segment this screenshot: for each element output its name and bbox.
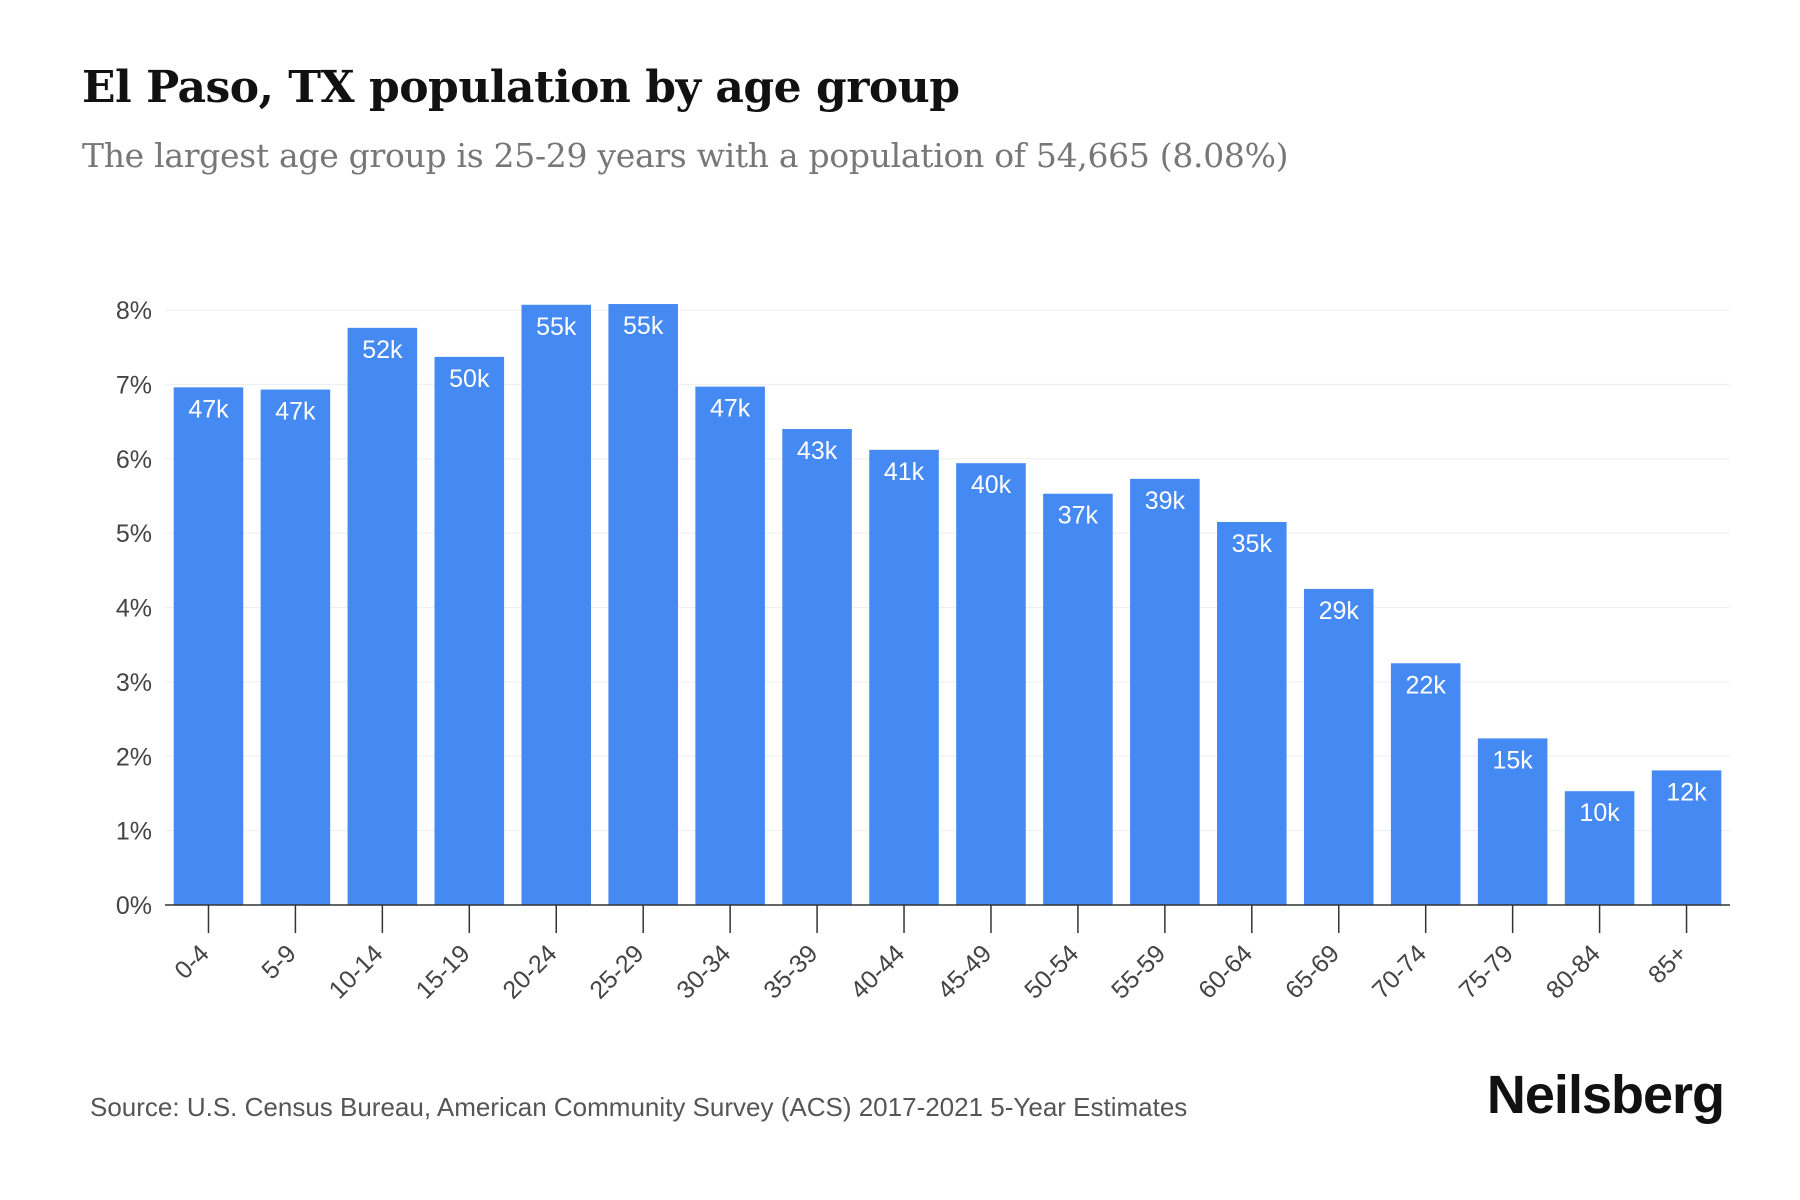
bar-75-79 — [1477, 738, 1548, 905]
bar-35-39 — [782, 429, 852, 905]
bar-data-label: 41k — [884, 458, 925, 486]
bar-data-label: 55k — [536, 313, 577, 341]
y-tick-label: 2% — [116, 743, 152, 771]
bar-5-9 — [260, 389, 331, 905]
bars: 47k 47k 52k 50k 55k 55k 47k 43k 41k 40k 37k 39k 35k 2… — [173, 304, 1722, 906]
bar-50-54 — [1043, 493, 1113, 905]
bar-data-label: 47k — [188, 395, 229, 423]
bar-20-24 — [521, 304, 592, 905]
x-tick-label: 25-29 — [584, 939, 649, 1004]
y-tick-label: 3% — [116, 669, 152, 697]
y-tick-label: 6% — [116, 446, 152, 474]
bar-data-label: 37k — [1058, 502, 1099, 530]
source-note: Source: U.S. Census Bureau, American Com… — [90, 1092, 1188, 1122]
bar-data-label: 43k — [797, 437, 838, 465]
brand-logo: Neilsberg — [1486, 1065, 1725, 1125]
y-tick-label: 5% — [116, 520, 152, 548]
bar-data-label: 10k — [1579, 799, 1620, 827]
bar-45-49 — [956, 463, 1026, 905]
x-tick-label: 10-14 — [324, 939, 389, 1004]
x-tick-label: 50-54 — [1019, 939, 1084, 1004]
x-tick-label: 65-69 — [1280, 939, 1345, 1004]
x-tick-label: 40-44 — [845, 939, 910, 1004]
chart-title: El Paso, TX population by age group — [82, 62, 960, 113]
bar-data-label: 55k — [623, 312, 664, 340]
x-tick-label: 60-64 — [1193, 939, 1258, 1004]
bar-data-label: 47k — [710, 395, 751, 423]
y-tick-label: 0% — [116, 892, 152, 920]
gridlines — [165, 309, 1730, 832]
bar-0-4 — [173, 387, 244, 906]
bar-data-label: 22k — [1406, 671, 1447, 699]
x-tick-label: 30-34 — [671, 939, 736, 1004]
bar-data-label: 47k — [275, 398, 316, 426]
bar-60-64 — [1217, 521, 1287, 905]
x-tick-label: 55-59 — [1106, 939, 1171, 1004]
bar-data-label: 29k — [1319, 597, 1360, 625]
bar-30-34 — [695, 386, 765, 905]
bar-10-14 — [347, 327, 418, 906]
chart-subtitle: The largest age group is 25-29 years wit… — [82, 136, 1289, 175]
bar-data-label: 50k — [449, 365, 490, 393]
bar-chart: 47k 47k 52k 50k 55k 55k 47k 43k 41k 40k 37k 39k 35k 2… — [116, 297, 1730, 1004]
bar-25-29 — [608, 304, 678, 905]
x-tick-label: 5-9 — [256, 939, 301, 984]
bar-data-label: 39k — [1145, 487, 1186, 515]
x-tick-label: 35-39 — [758, 939, 823, 1004]
bar-data-label: 35k — [1232, 530, 1273, 558]
bar-80-84 — [1564, 791, 1635, 905]
x-tick-label: 70-74 — [1367, 939, 1432, 1004]
x-tick-label: 80-84 — [1541, 939, 1606, 1004]
y-tick-label: 4% — [116, 595, 152, 623]
x-tick-label: 20-24 — [497, 939, 562, 1004]
bar-40-44 — [869, 449, 939, 905]
bar-85+ — [1651, 770, 1722, 905]
bar-15-19 — [434, 356, 505, 905]
bar-data-label: 40k — [971, 471, 1012, 499]
bar-70-74 — [1390, 663, 1461, 905]
bar-65-69 — [1303, 588, 1374, 905]
y-tick-label: 1% — [116, 818, 152, 846]
x-tick-label: 45-49 — [932, 939, 997, 1004]
bar-data-label: 15k — [1492, 746, 1533, 774]
y-tick-label: 7% — [116, 371, 152, 399]
bar-55-59 — [1130, 478, 1200, 905]
x-tick-label: 15-19 — [411, 939, 476, 1004]
x-tick-label: 85+ — [1643, 939, 1693, 989]
x-tick-label: 75-79 — [1454, 939, 1519, 1004]
bar-data-label: 52k — [362, 336, 403, 364]
bar-data-label: 12k — [1666, 778, 1707, 806]
y-tick-label: 8% — [116, 297, 152, 325]
x-tick-label: 0-4 — [169, 939, 214, 984]
